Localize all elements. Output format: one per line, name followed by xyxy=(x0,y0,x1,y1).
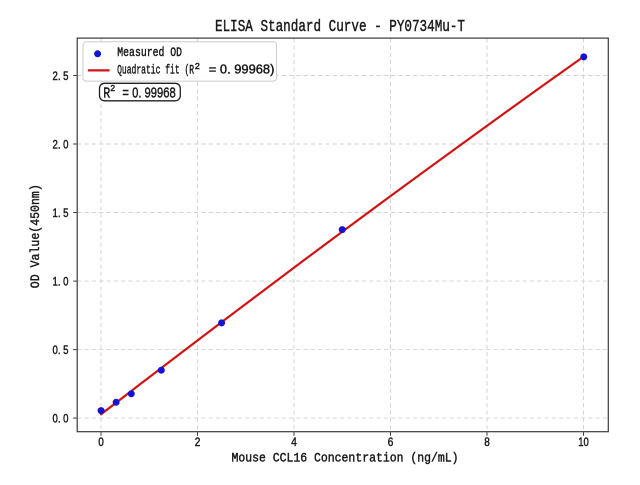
svg-text:2. 0: 2. 0 xyxy=(53,137,69,151)
svg-text:2. 5: 2. 5 xyxy=(53,69,69,83)
svg-text:6: 6 xyxy=(388,435,394,449)
svg-text:2: 2 xyxy=(195,435,201,449)
svg-text:Mouse CCL16 Concentration (ng/: Mouse CCL16 Concentration (ng/mL) xyxy=(232,450,459,465)
svg-text:2: 2 xyxy=(195,62,200,72)
svg-text:8: 8 xyxy=(484,435,490,449)
svg-text:1. 5: 1. 5 xyxy=(53,206,69,220)
svg-text:0. 5: 0. 5 xyxy=(53,343,69,357)
svg-text:Measured OD: Measured OD xyxy=(117,45,182,60)
svg-text:OD Value(450nm): OD Value(450nm) xyxy=(28,184,43,288)
svg-text:2: 2 xyxy=(110,83,115,93)
svg-text:Quadratic fit (R: Quadratic fit (R xyxy=(117,63,194,78)
svg-text:= 0. 99968): = 0. 99968) xyxy=(209,62,275,77)
svg-text:0. 0: 0. 0 xyxy=(53,412,69,426)
svg-text:R: R xyxy=(103,85,110,102)
svg-text:ELISA Standard Curve - PY0734M: ELISA Standard Curve - PY0734Mu-T xyxy=(215,18,465,37)
svg-text:= 0. 99968: = 0. 99968 xyxy=(122,84,175,101)
svg-text:4: 4 xyxy=(291,435,297,449)
svg-text:0: 0 xyxy=(98,435,104,449)
svg-text:10: 10 xyxy=(578,435,589,449)
svg-text:1. 0: 1. 0 xyxy=(53,275,69,289)
